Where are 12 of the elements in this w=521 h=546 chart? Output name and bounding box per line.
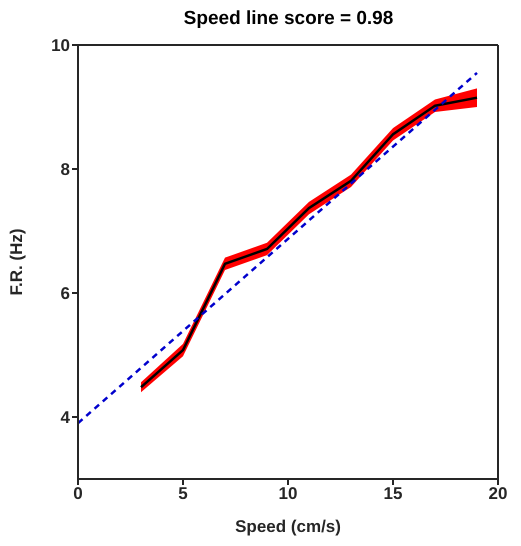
x-tick-label: 15 — [384, 484, 402, 504]
x-tick-label: 0 — [73, 484, 83, 504]
chart-title: Speed line score = 0.98 — [182, 8, 394, 30]
x-tick-label: 10 — [278, 484, 298, 504]
x-axis-title: Speed (cm/s) — [235, 517, 341, 536]
x-tick-label: 20 — [488, 484, 508, 504]
y-tick-label: 6 — [60, 284, 70, 304]
y-tick-label: 4 — [60, 408, 71, 428]
x-tick-label: 5 — [178, 484, 188, 504]
y-tick-label: 10 — [51, 36, 70, 56]
y-axis-title: F.R. (Hz) — [7, 228, 26, 296]
y-tick-label: 8 — [60, 160, 70, 180]
